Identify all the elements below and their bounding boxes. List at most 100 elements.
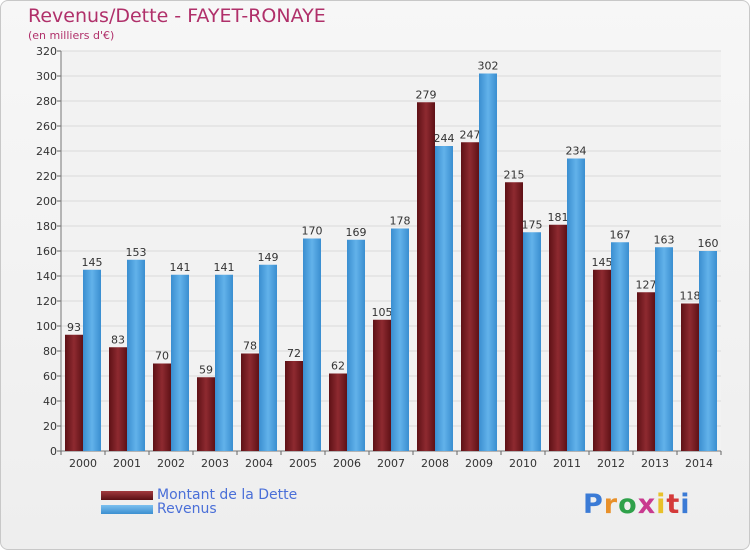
chart-subtitle: (en milliers d'€) [28,29,115,42]
legend-swatch-dette [101,490,153,500]
proxiti-logo: Proxiti [583,489,691,520]
bar-revenus [567,158,585,451]
bar-dette [329,373,347,451]
data-label-revenus: 141 [214,261,235,274]
legend-label-dette: Montant de la Dette [157,487,298,503]
x-tick-label: 2004 [245,457,273,470]
x-tick-label: 2011 [553,457,581,470]
bar-revenus [611,242,629,451]
y-tick-label: 200 [36,195,57,208]
x-tick-label: 2014 [685,457,713,470]
bar-dette [417,102,435,451]
bar-revenus [523,232,541,451]
bar-dette [109,347,127,451]
data-label-revenus: 234 [566,145,587,158]
x-tick-label: 2012 [597,457,625,470]
data-label-revenus: 169 [346,226,367,239]
bar-chart: 0 20 40 60 80 100 120 140 160 180 200 220 240 260 280 3… [36,45,722,470]
bar-dette [373,319,391,451]
bar-dette [549,224,567,451]
bar-revenus [391,228,409,451]
y-tick-label: 260 [36,120,57,133]
bar-revenus [699,251,717,451]
data-label-revenus: 149 [258,251,279,264]
chart-title: Revenus/Dette - FAYET-RONAYE [28,5,326,27]
bar-dette [285,361,303,451]
bar-dette [153,363,171,451]
bar-revenus [435,146,453,451]
y-tick-label: 100 [36,320,57,333]
data-label-dette: 181 [548,211,569,224]
data-label-dette: 118 [680,290,701,303]
data-label-dette: 127 [636,278,657,291]
y-tick-label: 160 [36,245,57,258]
x-tick-label: 2007 [377,457,405,470]
bar-revenus [259,264,277,451]
bar-revenus [655,247,673,451]
x-tick-label: 2000 [69,457,97,470]
legend-item-revenus: Revenus [101,501,217,517]
legend-item-dette: Montant de la Dette [101,487,298,503]
y-tick-label: 40 [43,395,57,408]
x-tick-label: 2008 [421,457,449,470]
data-label-revenus: 170 [302,225,323,238]
bar-revenus [215,274,233,451]
bar-dette [593,269,611,451]
bar-revenus [479,73,497,451]
data-label-dette: 247 [460,128,481,141]
data-label-dette: 59 [199,363,213,376]
bar-dette [197,377,215,451]
x-tick-label: 2005 [289,457,317,470]
legend-label-revenus: Revenus [157,501,217,517]
bar-revenus [83,269,101,451]
y-tick-label: 240 [36,145,57,158]
y-tick-label: 300 [36,70,57,83]
data-label-dette: 62 [331,360,345,373]
bar-revenus [303,238,321,451]
bar-dette [637,292,655,451]
data-label-dette: 70 [155,350,169,363]
legend-swatch-revenus [101,504,153,514]
y-tick-label: 320 [36,45,57,58]
logo-letter: i [680,489,691,520]
x-tick-label: 2010 [509,457,537,470]
data-label-dette: 72 [287,347,301,360]
data-label-revenus: 302 [478,60,499,73]
data-label-dette: 215 [504,168,525,181]
logo-letter: t [666,489,681,520]
y-tick-label: 220 [36,170,57,183]
data-label-dette: 93 [67,321,81,334]
data-label-revenus: 145 [82,256,103,269]
x-tick-label: 2002 [157,457,185,470]
x-tick-label: 2001 [113,457,141,470]
data-label-dette: 83 [111,333,125,346]
y-tick-label: 80 [43,345,57,358]
logo-letter: P [583,489,604,520]
data-label-dette: 78 [243,340,257,353]
x-tick-label: 2009 [465,457,493,470]
y-tick-label: 60 [43,370,57,383]
bar-revenus [347,239,365,451]
y-tick-label: 140 [36,270,57,283]
bar-dette [505,182,523,451]
data-label-dette: 279 [416,88,437,101]
x-tick-label: 2006 [333,457,361,470]
bar-dette [461,142,479,451]
data-label-revenus: 153 [126,246,147,259]
bar-revenus [171,274,189,451]
y-tick-label: 20 [43,420,57,433]
bar-revenus [127,259,145,451]
logo-letter: i [656,489,667,520]
data-label-revenus: 167 [610,228,631,241]
y-tick-label: 180 [36,220,57,233]
logo-letter: o [618,489,638,520]
data-label-revenus: 160 [698,237,719,250]
data-label-dette: 105 [372,306,393,319]
bar-dette [241,353,259,451]
y-tick-label: 120 [36,295,57,308]
data-label-revenus: 175 [522,218,543,231]
data-label-dette: 145 [592,256,613,269]
x-tick-label: 2003 [201,457,229,470]
data-label-revenus: 163 [654,233,675,246]
